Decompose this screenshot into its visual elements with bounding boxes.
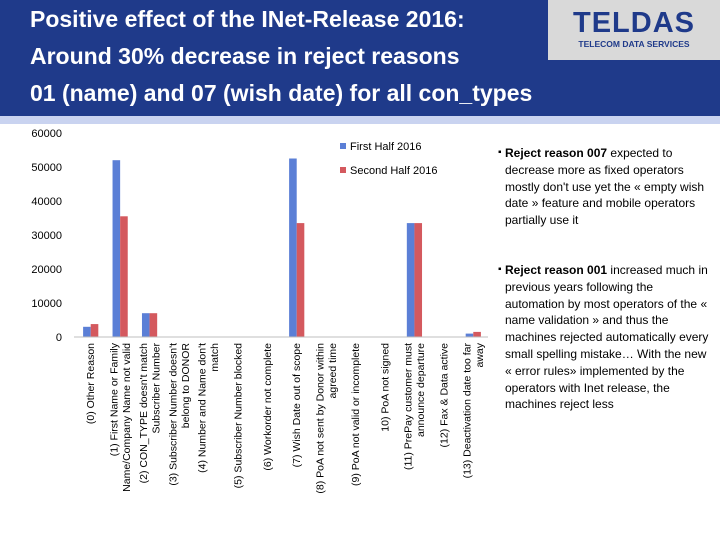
bullet-text: expected to decrease more as fixed opera… xyxy=(505,146,705,228)
x-tick-label: (8) PoA not sent by Donor withinagreed t… xyxy=(314,343,339,494)
reject-reasons-bar-chart: 0 10000 20000 30000 40000 50000 60000 (0) Other… xyxy=(31,128,488,494)
x-tick-label-line: (9) PoA not valid or incomplete xyxy=(350,343,362,486)
x-tick-label-line: (0) Other Reason xyxy=(85,343,97,424)
y-tick-label: 30000 xyxy=(31,230,62,242)
x-tick-label: (12) Fax & Data active xyxy=(438,343,450,448)
x-tick-label-line: belong to DONOR xyxy=(180,343,192,429)
x-tick-label: (1) First Name or FamilyName/Company Nam… xyxy=(108,342,133,492)
y-tick-label: 20000 xyxy=(31,264,62,276)
y-tick-label: 10000 xyxy=(31,298,62,310)
x-tick-label: 10) PoA not signed xyxy=(380,343,392,432)
bullet-reject-reason-007: ▪ Reject reason 007 expected to decrease… xyxy=(498,145,710,229)
y-tick-label: 40000 xyxy=(31,196,62,208)
x-tick-label-line: (11) PrePay customer must xyxy=(403,343,415,470)
bar xyxy=(112,160,121,337)
x-tick-label-line: (1) First Name or Family xyxy=(108,342,120,456)
x-tick-label-line: (8) PoA not sent by Donor within xyxy=(314,343,326,494)
bar xyxy=(83,326,91,337)
x-tick-label-line: agreed time xyxy=(327,343,339,399)
logo-wordmark: TELDAS xyxy=(573,7,695,39)
x-tick-label: (13) Deactivation date too faraway xyxy=(462,342,487,478)
x-tick-label-line: Subscriber Number xyxy=(150,343,162,434)
x-tick-label: (3) Subscriber Number doesn'tbelong to D… xyxy=(167,343,192,486)
x-tick-label-line: (5) Subscriber Number blocked xyxy=(232,343,244,488)
bar xyxy=(141,313,150,337)
slide-title-line-3: 01 (name) and 07 (wish date) for all con… xyxy=(30,80,533,106)
bar xyxy=(473,331,481,337)
bar xyxy=(414,223,423,337)
bar xyxy=(149,313,158,337)
header-band xyxy=(0,116,720,124)
slide-title-line-2: Around 30% decrease in reject reasons xyxy=(30,43,460,69)
bar xyxy=(406,223,415,337)
x-tick-label-line: (2) CON_TYPE doesn't match xyxy=(138,343,150,483)
slide-title-line-1: Positive effect of the INet-Release 2016… xyxy=(30,6,465,32)
slide-header: Positive effect of the INet-Release 2016… xyxy=(0,0,720,116)
bar xyxy=(465,333,474,337)
x-tick-label-line: (4) Number and Name don't xyxy=(197,343,209,473)
x-tick-label-line: announce departure xyxy=(415,343,427,437)
bullet-square-icon: ▪ xyxy=(498,264,502,275)
bullet-heading: Reject reason 007 xyxy=(505,146,608,160)
legend-label: Second Half 2016 xyxy=(350,165,437,177)
y-tick-label: 0 xyxy=(56,332,62,344)
x-tick-label-line: (12) Fax & Data active xyxy=(438,343,450,448)
bullet-heading: Reject reason 001 xyxy=(505,263,608,277)
bar xyxy=(296,223,305,337)
x-tick-label: (2) CON_TYPE doesn't matchSubscriber Num… xyxy=(138,343,163,484)
x-tick-label: (7) Wish Date out of scope xyxy=(291,343,303,467)
bullet-text: increased much in previous years followi… xyxy=(505,263,709,412)
legend-swatch xyxy=(340,143,346,149)
bullet-square-icon: ▪ xyxy=(498,147,502,158)
bullet-reject-reason-001: ▪ Reject reason 001 increased much in pr… xyxy=(498,262,710,413)
x-tick-label: (6) Workorder not complete xyxy=(262,343,274,471)
teldas-logo: TELDAS TELECOM DATA SERVICES xyxy=(548,0,720,60)
x-tick-label-line: away xyxy=(474,342,486,367)
x-tick-label: (4) Number and Name don'tmatch xyxy=(197,343,222,473)
bar xyxy=(289,158,297,337)
x-tick-label: (0) Other Reason xyxy=(85,343,97,424)
bar xyxy=(90,324,99,337)
x-tick-label: (5) Subscriber Number blocked xyxy=(232,343,244,488)
x-tick-label: (11) PrePay customer mustannounce depart… xyxy=(403,343,428,470)
x-tick-label-line: 10) PoA not signed xyxy=(380,343,392,432)
x-tick-label: (9) PoA not valid or incomplete xyxy=(350,343,362,486)
x-tick-label-line: Name/Company Name not valid xyxy=(121,343,133,492)
bar xyxy=(120,216,128,337)
logo-tagline: TELECOM DATA SERVICES xyxy=(578,39,690,49)
legend-label: First Half 2016 xyxy=(350,141,422,153)
x-tick-label-line: match xyxy=(209,343,221,372)
x-tick-label-line: (6) Workorder not complete xyxy=(262,343,274,471)
y-tick-label: 50000 xyxy=(31,162,62,174)
y-tick-label: 60000 xyxy=(31,128,62,140)
x-tick-label-line: (13) Deactivation date too far xyxy=(462,343,474,479)
legend-swatch xyxy=(340,167,346,173)
x-tick-label-line: (3) Subscriber Number doesn't xyxy=(167,343,179,486)
x-tick-label-line: (7) Wish Date out of scope xyxy=(291,343,303,467)
